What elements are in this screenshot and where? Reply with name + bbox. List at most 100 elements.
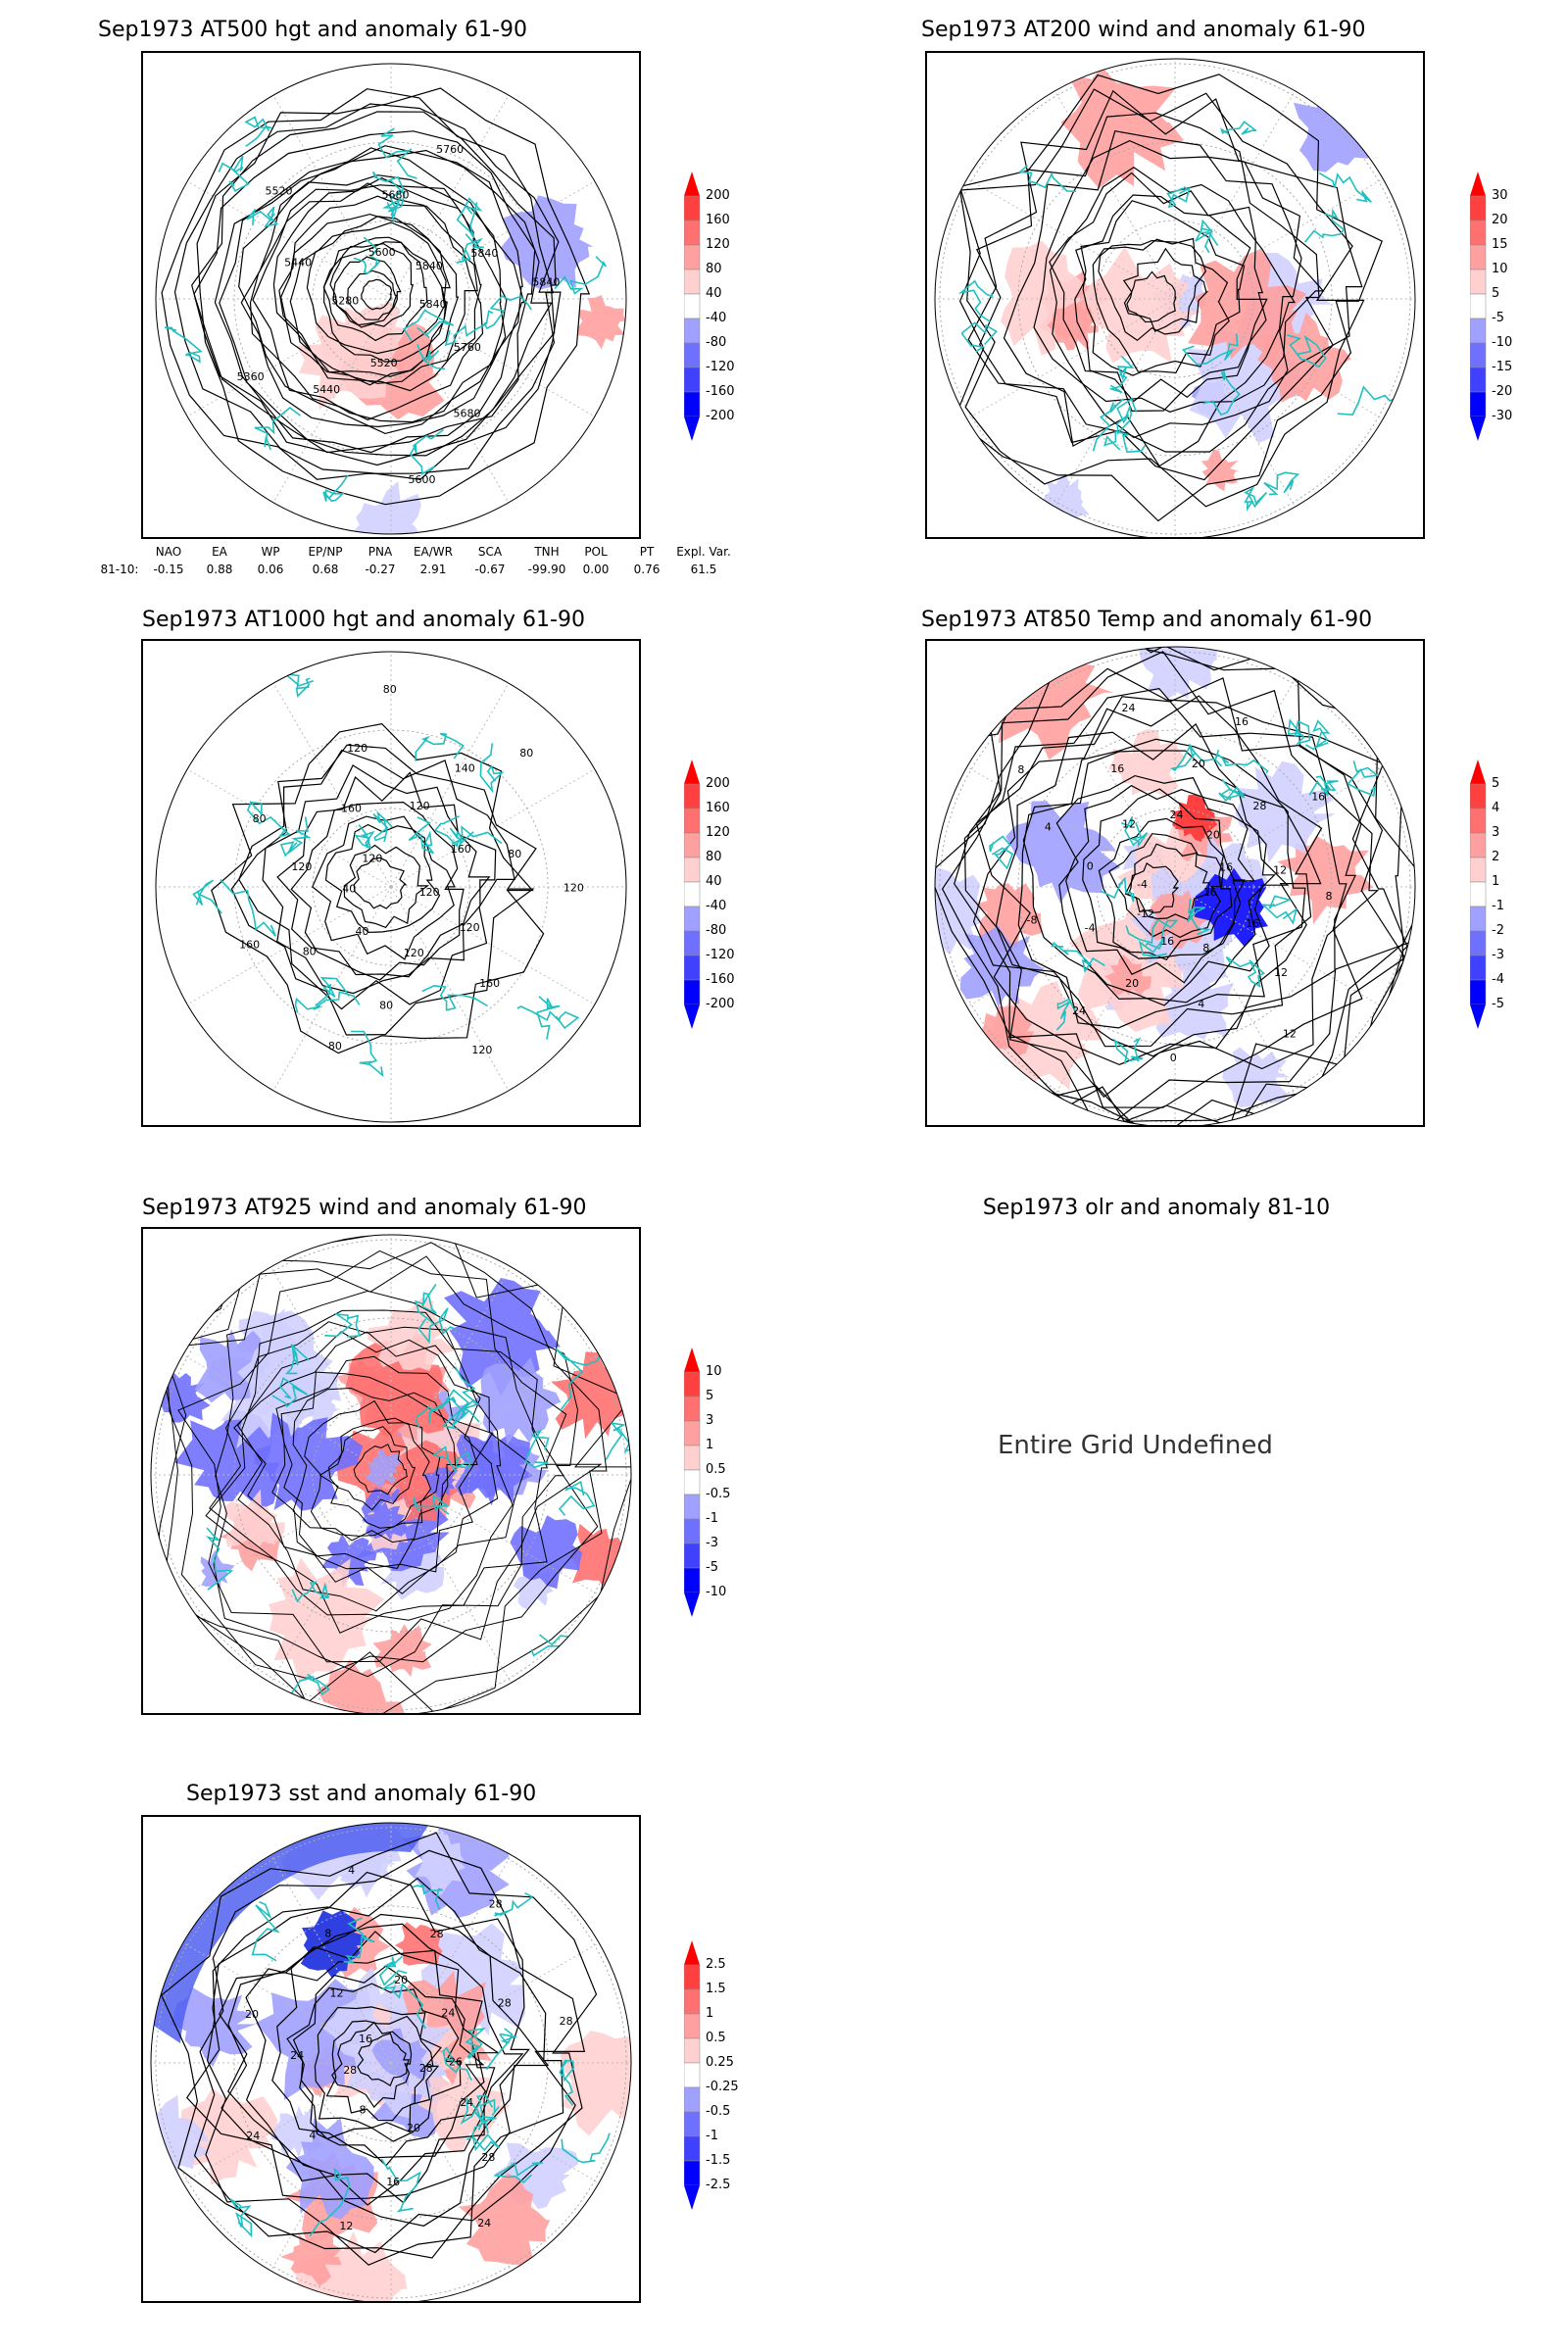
teleconnection-name: EA bbox=[212, 545, 227, 559]
contour-line bbox=[177, 1250, 603, 1663]
colorbar-swatch bbox=[1470, 220, 1487, 246]
coastline bbox=[1195, 219, 1219, 254]
panel-title-sst: Sep1973 sst and anomaly 61-90 bbox=[186, 1782, 537, 1806]
contour-label: 80 bbox=[383, 683, 397, 696]
coastline bbox=[279, 816, 312, 858]
contour-label: 120 bbox=[347, 742, 368, 755]
contour-label: 26 bbox=[449, 2055, 463, 2068]
contour-line bbox=[214, 147, 525, 454]
coastline bbox=[431, 1446, 472, 1474]
coastline bbox=[413, 1494, 450, 1515]
contour-label: 16 bbox=[359, 2033, 372, 2045]
colorbar-graphic bbox=[684, 1940, 701, 2210]
contour-label: 20 bbox=[1125, 977, 1139, 990]
meridian bbox=[390, 2062, 612, 2191]
anomaly-shading bbox=[254, 1412, 364, 1511]
coastline bbox=[1166, 186, 1191, 209]
contour-label: 5680 bbox=[382, 188, 410, 201]
contour-line bbox=[324, 823, 441, 934]
meridian bbox=[1174, 77, 1303, 300]
meridian bbox=[954, 759, 1176, 888]
colorbar-label: -1 bbox=[706, 1511, 718, 1526]
colorbar-label: 4 bbox=[1492, 801, 1500, 815]
contour-line bbox=[357, 2033, 410, 2087]
colorbar-swatch bbox=[684, 391, 701, 417]
contour-line bbox=[289, 221, 447, 377]
anomaly-shading bbox=[1139, 647, 1217, 700]
map-at200 bbox=[925, 51, 1425, 539]
anomaly-shading bbox=[394, 1922, 443, 1966]
coastline bbox=[416, 1389, 469, 1430]
colorbar-label: 200 bbox=[706, 188, 730, 203]
contour-line bbox=[1017, 738, 1306, 1029]
contour-line bbox=[220, 1913, 550, 2227]
coastline bbox=[1308, 775, 1339, 797]
map-at500: 5840 5760 5680 5600 5520 5440 5360 5280 5440 5520… bbox=[141, 51, 641, 539]
coastline bbox=[343, 1917, 375, 1964]
colorbar-swatch bbox=[684, 1420, 701, 1446]
coastline bbox=[1260, 895, 1298, 925]
contour-label: 5840 bbox=[416, 260, 443, 272]
coastline bbox=[466, 2120, 501, 2152]
teleconnection-name: NAO bbox=[155, 545, 182, 559]
contour-label: 20 bbox=[245, 2008, 259, 2021]
coastline bbox=[1101, 876, 1135, 903]
contour-label: 12 bbox=[1273, 864, 1287, 877]
colorbar-swatch bbox=[684, 1494, 701, 1520]
contour-label: 24 bbox=[1072, 1004, 1086, 1017]
contour-line bbox=[193, 1849, 586, 2254]
contour-label: 16 bbox=[1219, 861, 1233, 874]
meridian bbox=[954, 171, 1176, 300]
coastline bbox=[605, 1422, 631, 1461]
anomaly-shading bbox=[1060, 66, 1185, 189]
teleconnection-name: EA/WR bbox=[413, 545, 454, 559]
colorbar-swatch bbox=[684, 1396, 701, 1422]
colorbar-swatch bbox=[684, 269, 701, 295]
coastline bbox=[442, 2046, 472, 2082]
colorbar-label: 80 bbox=[706, 262, 722, 276]
contour-line bbox=[280, 1371, 478, 1569]
coastline bbox=[1220, 121, 1257, 135]
contour-label: 4 bbox=[1045, 820, 1052, 833]
contour-line bbox=[954, 74, 1383, 522]
coastline bbox=[483, 295, 532, 330]
contour-line bbox=[1127, 861, 1180, 913]
colorbar-label: -200 bbox=[706, 409, 735, 423]
colorbar-label: -20 bbox=[1492, 384, 1513, 399]
undefined-grid-message: Entire Grid Undefined bbox=[998, 1431, 1273, 1460]
coastline bbox=[377, 127, 417, 179]
coastline bbox=[378, 1955, 408, 1986]
contour-line bbox=[209, 1321, 514, 1621]
meridian bbox=[170, 171, 392, 300]
colorbar-swatch bbox=[684, 857, 701, 883]
contour-label: 80 bbox=[328, 1040, 342, 1053]
contour-label: 120 bbox=[419, 886, 440, 899]
colorbar-swatch bbox=[684, 318, 701, 344]
contour-label: 4 bbox=[309, 2130, 316, 2142]
contour-line bbox=[1098, 239, 1206, 342]
coastline bbox=[536, 996, 561, 1040]
contour-line bbox=[1055, 774, 1290, 1006]
colorbar-label: 40 bbox=[706, 286, 722, 301]
colorbar-label: -10 bbox=[1492, 335, 1513, 350]
colorbar-label: 80 bbox=[706, 850, 722, 864]
colorbar-swatch bbox=[1470, 391, 1487, 417]
colorbar-swatch bbox=[1470, 979, 1487, 1005]
contour-line bbox=[306, 216, 451, 355]
anomaly-shading bbox=[577, 295, 626, 350]
anomaly-shading bbox=[368, 1297, 455, 1371]
contour-line bbox=[249, 182, 484, 420]
colorbar-label: 200 bbox=[706, 776, 730, 791]
teleconnection-row-label: 81-10: bbox=[100, 563, 139, 576]
contour-line bbox=[161, 88, 556, 480]
anomaly-shading bbox=[560, 2031, 631, 2136]
contour-label: 0 bbox=[1087, 860, 1094, 873]
colorbar-label: 3 bbox=[1492, 825, 1500, 840]
colorbar-label: 5 bbox=[1492, 286, 1500, 301]
colorbar-graphic bbox=[684, 172, 701, 441]
anomaly-shading bbox=[1042, 472, 1090, 528]
colorbar-label: 0.5 bbox=[706, 1462, 726, 1477]
coastline bbox=[1092, 398, 1124, 452]
anomaly-shading bbox=[458, 2173, 551, 2267]
colorbar-swatch bbox=[684, 1567, 701, 1593]
